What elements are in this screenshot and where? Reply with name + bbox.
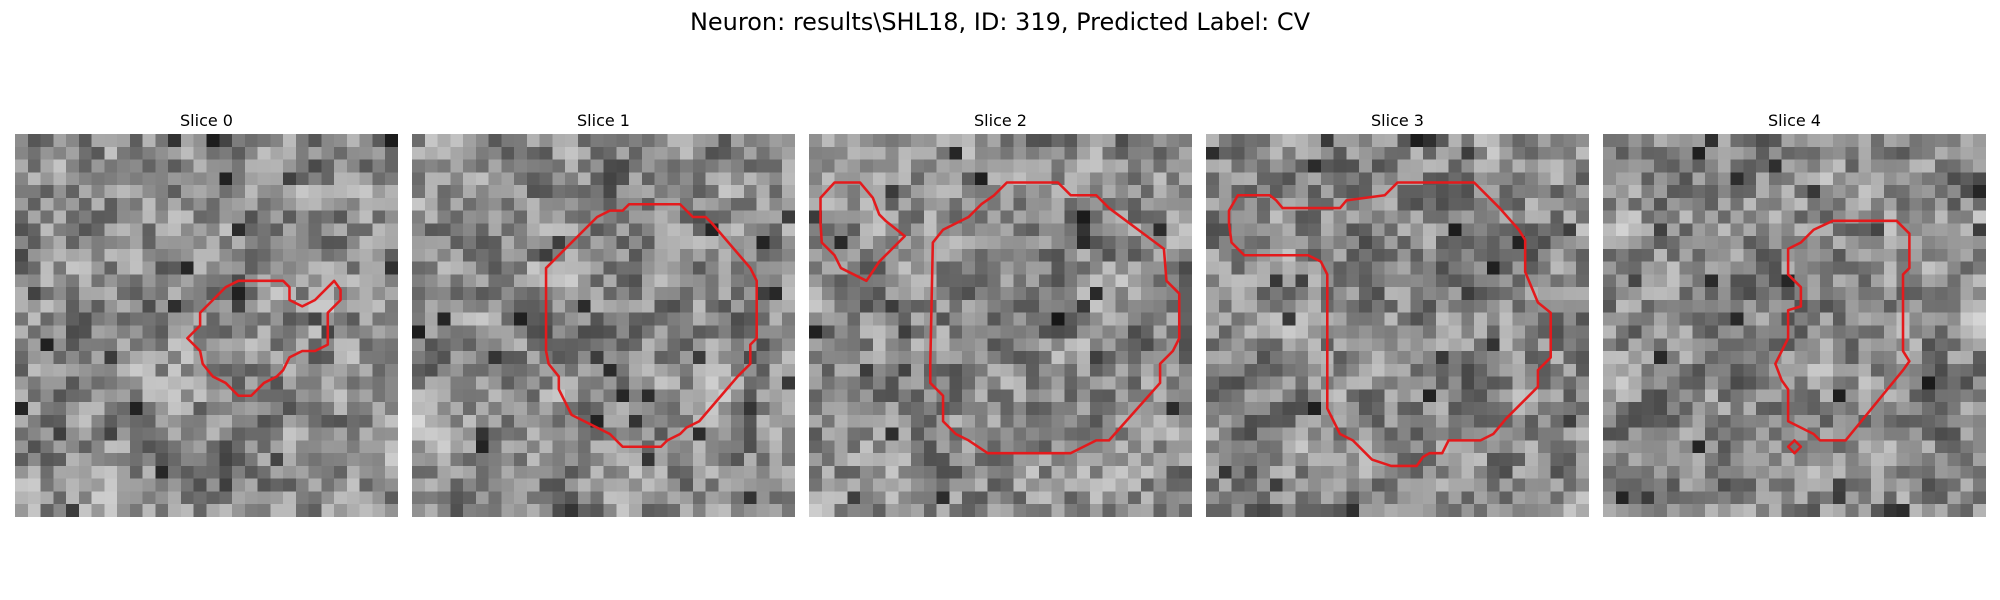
slice-title-3: Slice 3 — [1371, 111, 1424, 130]
slice-image-3 — [1206, 134, 1589, 517]
slice-panel-0: Slice 0 — [15, 111, 398, 521]
roi-contour-4a — [1774, 219, 1911, 442]
roi-contour-0 — [186, 279, 342, 397]
slice-image-0 — [15, 134, 398, 517]
slice-title-4: Slice 4 — [1768, 111, 1821, 130]
roi-contour-2a — [819, 181, 907, 283]
roi-contour-3 — [1227, 181, 1552, 468]
slice-image-2 — [809, 134, 1192, 517]
slice-panel-3: Slice 3 — [1206, 111, 1589, 521]
slice-title-2: Slice 2 — [974, 111, 1027, 130]
roi-contour-2b — [929, 181, 1181, 455]
figure-title: Neuron: results\SHL18, ID: 319, Predicte… — [689, 8, 1311, 36]
slice-image-4 — [1603, 134, 1986, 517]
slice-image-1 — [412, 134, 795, 517]
slice-panel-1: Slice 1 — [412, 111, 795, 521]
slice-panel-2: Slice 2 — [809, 111, 1192, 521]
roi-contour-1 — [544, 202, 758, 449]
slice-title-0: Slice 0 — [180, 111, 233, 130]
slice-title-1: Slice 1 — [577, 111, 630, 130]
roi-contour-4b — [1786, 439, 1803, 455]
slice-panel-4: Slice 4 — [1603, 111, 1986, 521]
